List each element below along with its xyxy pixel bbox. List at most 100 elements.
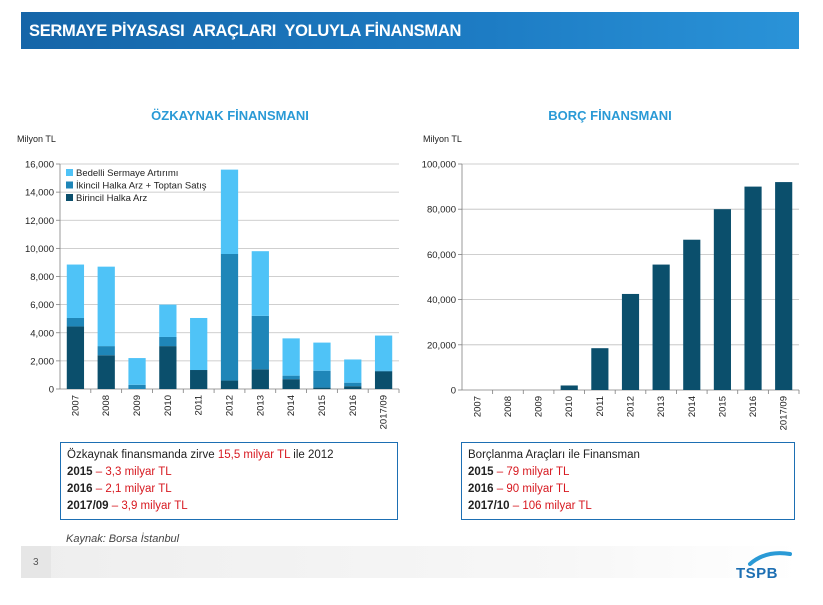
equity-note-headline: Özkaynak finansmanda zirve 15,5 milyar T… [67,449,334,461]
page-number: 3 [33,557,39,568]
bar [159,336,177,347]
legend-label: Bedelli Sermaye Artırımı [76,168,178,179]
equity-note-row: 2017/09 – 3,9 milyar TL [67,500,188,512]
bar [66,264,85,318]
left-chart-unit: Milyon TL [17,134,56,144]
legend-label: İkincil Halka Arz + Toptan Satış [76,181,207,192]
bar [591,348,609,390]
equity-note-row: 2016 – 2,1 milyar TL [67,483,172,495]
y-tick-label: 10,000 [25,244,54,255]
bar [313,342,331,371]
y-tick-label: 0 [49,385,54,396]
x-tick-label: 2014 [687,396,698,417]
bar [220,380,239,389]
bar [97,266,115,347]
x-tick-label: 2015 [317,395,328,416]
y-tick-label: 6,000 [30,300,54,311]
x-tick-label: 2008 [101,395,112,416]
x-tick-label: 2011 [595,396,606,416]
legend-swatch [66,181,73,189]
y-tick-label: 8,000 [30,272,54,283]
left-chart-title: ÖZKAYNAK FİNANSMANI [151,108,309,123]
bar [251,369,269,389]
bar [313,370,331,388]
bar [159,304,177,337]
bar [374,371,393,389]
bar [683,239,701,390]
bar [374,335,393,371]
tspb-logo: TSPB [736,548,796,582]
y-tick-label: 20,000 [427,340,456,351]
debt-financing-chart: 0 20,000 40,000 60,000 80,000 100,000 2007 2008… [422,160,800,430]
bar [128,384,146,389]
bar [344,386,362,389]
legend-swatch [66,169,73,176]
y-tick-label: 16,000 [25,160,54,171]
bar [220,254,239,381]
x-tick-label: 2014 [286,395,297,416]
bar [251,315,269,370]
x-tick-label: 2009 [132,395,143,416]
right-chart-title: BORÇ FİNANSMANI [548,108,672,123]
bar [251,251,269,316]
x-tick-label: 2016 [348,395,359,416]
bar [744,186,762,390]
x-tick-label: 2007 [70,395,81,416]
page-number-box [21,546,51,578]
bar [97,346,115,356]
bar [344,359,362,383]
x-tick-label: 2009 [534,396,545,417]
y-tick-label: 80,000 [427,205,456,216]
x-tick-label: 2011 [194,395,205,415]
bar [560,385,578,390]
x-tick-label: 2013 [255,395,266,416]
bar [282,379,300,389]
x-tick-label: 2010 [163,395,174,416]
right-chart-unit: Milyon TL [423,134,462,144]
equity-financing-chart: 0 2,000 4,000 6,000 8,000 10,000 12,000 14,000 1… [25,160,400,429]
bar [220,169,239,254]
legend-swatch [66,194,73,201]
logo-swoosh-icon [748,551,792,566]
bar [190,370,208,389]
bar [128,358,146,385]
x-tick-label: 2016 [748,396,759,417]
bar [159,346,177,389]
bar [282,338,300,376]
equity-note-box: Özkaynak finansmanda zirve 15,5 milyar T… [60,442,398,520]
bar [282,375,300,380]
debt-note-headline: Borçlanma Araçları ile Finansman [468,449,640,461]
bar [190,317,208,371]
y-tick-label: 12,000 [25,216,54,227]
title-banner: SERMAYE PİYASASI ARAÇLARI YOLUYLA FİNANS… [21,12,799,49]
y-tick-label: 60,000 [427,250,456,261]
bar [66,326,85,389]
bar [313,387,331,389]
debt-note-box: Borçlanma Araçları ile Finansman 2015 – … [461,442,795,520]
debt-note-row: 2017/10 – 106 milyar TL [468,500,592,512]
x-tick-label: 2012 [626,396,637,417]
y-tick-label: 2,000 [30,356,54,367]
footer-bar [21,546,799,578]
equity-note-row: 2015 – 3,3 milyar TL [67,466,172,478]
y-tick-label: 0 [451,386,456,397]
x-tick-label: 2012 [225,395,236,416]
debt-note-row: 2015 – 79 milyar TL [468,466,570,478]
bar [775,182,793,390]
bar [621,293,640,390]
y-tick-label: 14,000 [25,188,54,199]
x-tick-label: 2008 [503,396,514,417]
x-tick-label: 2017/09 [779,396,790,430]
bar [344,382,362,387]
source-note: Kaynak: Borsa İstanbul [66,533,180,545]
bar [97,355,115,389]
y-tick-label: 40,000 [427,295,456,306]
page-title: SERMAYE PİYASASI ARAÇLARI YOLUYLA FİNANS… [29,22,462,40]
x-tick-label: 2015 [717,396,728,417]
x-tick-label: 2010 [564,396,575,417]
bar [652,264,670,390]
y-tick-label: 4,000 [30,328,54,339]
x-tick-label: 2017/09 [379,395,390,429]
debt-note-row: 2016 – 90 milyar TL [468,483,570,495]
legend-label: Birincil Halka Arz [76,193,148,204]
